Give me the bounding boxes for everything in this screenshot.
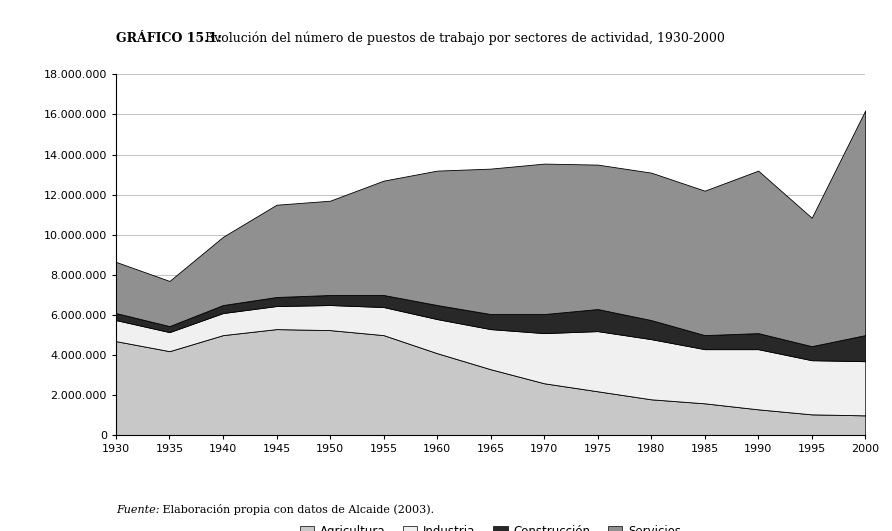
Text: Evolución del número de puestos de trabajo por sectores de actividad, 1930-2000: Evolución del número de puestos de traba…: [201, 32, 724, 45]
Legend: Agricultura, Industria, Construcción, Servicios: Agricultura, Industria, Construcción, Se…: [300, 525, 681, 531]
Text: GRÁFICO 15.1:: GRÁFICO 15.1:: [116, 32, 222, 45]
Text: Fuente:: Fuente:: [116, 505, 160, 515]
Text: Elaboración propia con datos de Alcaide (2003).: Elaboración propia con datos de Alcaide …: [159, 504, 434, 515]
